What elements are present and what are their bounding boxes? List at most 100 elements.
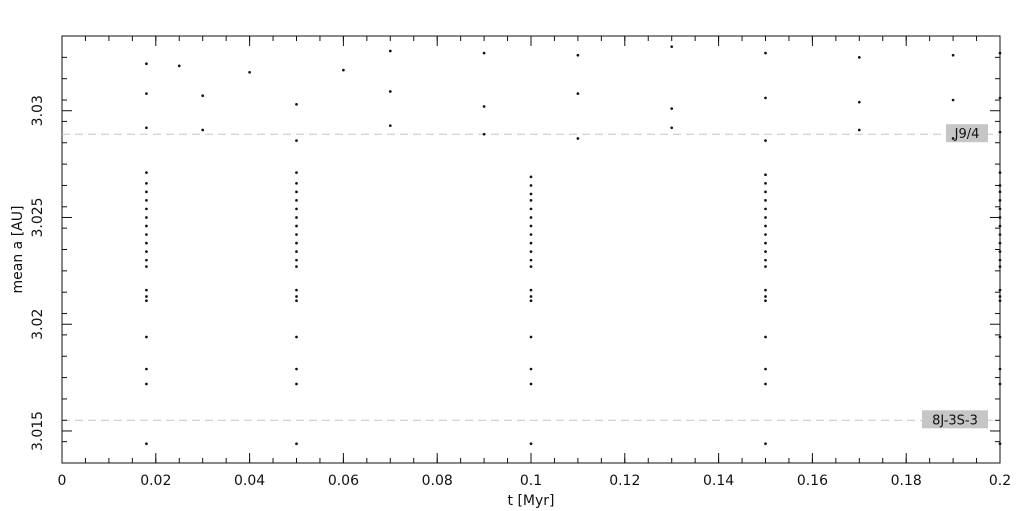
data-point <box>388 90 392 93</box>
data-point <box>295 224 298 228</box>
plot-frame <box>61 35 1001 464</box>
y-tick-label: 3.025 <box>30 197 46 237</box>
data-point <box>670 45 674 49</box>
data-point <box>529 258 533 262</box>
data-point <box>998 295 1002 298</box>
data-point <box>764 265 767 268</box>
data-point <box>482 132 486 136</box>
data-point <box>145 250 148 253</box>
data-point <box>295 207 298 211</box>
data-point <box>145 126 148 130</box>
data-point <box>998 382 1002 386</box>
data-point <box>764 295 767 298</box>
data-point <box>388 124 392 128</box>
data-point <box>295 288 298 292</box>
data-point <box>764 173 767 177</box>
data-point <box>295 199 298 202</box>
x-axis-label: t [Myr] <box>508 493 555 509</box>
data-point <box>764 139 767 142</box>
data-point <box>295 295 298 298</box>
data-point <box>998 51 1002 55</box>
x-axis-ticks: 0 0.02 0.04 0.06 0.08 0.1 0.12 0.14 0.16 0.18 0.2 <box>58 36 1011 489</box>
data-point <box>529 233 533 236</box>
x-tick-label: 0.2 <box>989 473 1011 489</box>
data-point <box>998 190 1002 194</box>
data-point <box>295 102 298 106</box>
data-point <box>764 258 767 262</box>
data-point <box>295 171 298 174</box>
data-point <box>764 181 767 185</box>
data-point <box>295 190 298 194</box>
data-point <box>201 128 205 132</box>
data-point <box>576 137 580 140</box>
data-point <box>295 258 298 262</box>
data-point <box>576 53 580 57</box>
data-point <box>670 126 674 130</box>
data-point <box>295 216 298 219</box>
data-point <box>764 224 767 228</box>
data-point <box>145 258 148 262</box>
data-point <box>177 64 181 68</box>
data-point <box>295 181 298 185</box>
data-point <box>529 199 533 202</box>
data-point <box>764 241 767 245</box>
x-tick-label: 0.02 <box>140 473 171 489</box>
data-point <box>295 241 298 245</box>
y-tick-label: 3.03 <box>30 95 46 126</box>
x-tick-label: 0.1 <box>520 473 542 489</box>
data-point <box>998 233 1002 236</box>
data-point <box>998 96 1002 100</box>
data-point <box>764 216 767 219</box>
data-point <box>145 181 148 185</box>
data-point <box>145 207 148 211</box>
x-tick-label: 0.04 <box>234 473 265 489</box>
data-point <box>145 233 148 236</box>
data-point <box>482 105 486 108</box>
data-point <box>529 382 533 386</box>
data-points <box>145 45 1002 446</box>
x-tick-label: 0 <box>58 473 67 489</box>
y-tick-label: 3.02 <box>30 309 46 340</box>
data-point <box>529 216 533 219</box>
data-point <box>857 56 861 59</box>
data-point <box>998 171 1002 174</box>
data-point <box>998 224 1002 228</box>
data-point <box>764 442 767 446</box>
data-point <box>764 199 767 202</box>
resonance-label: 8J-3S-3 <box>932 413 978 428</box>
data-point <box>145 299 148 303</box>
y-axis-label: mean a [AU] <box>10 206 26 294</box>
data-point <box>295 250 298 253</box>
data-point <box>529 288 533 292</box>
data-point <box>998 442 1002 446</box>
data-point <box>529 184 533 187</box>
data-point <box>670 107 674 110</box>
data-point <box>529 442 533 446</box>
data-point <box>951 98 955 102</box>
data-point <box>145 288 148 292</box>
data-point <box>857 100 861 104</box>
data-point <box>764 190 767 194</box>
data-point <box>529 367 533 371</box>
data-point <box>145 199 148 202</box>
resonance-label-box <box>922 410 988 429</box>
data-point <box>145 382 148 386</box>
data-point <box>145 224 148 228</box>
data-point <box>145 265 148 268</box>
data-point <box>764 250 767 253</box>
data-point <box>998 241 1002 245</box>
data-point <box>529 207 533 211</box>
data-point <box>145 367 148 371</box>
data-point <box>145 190 148 194</box>
data-point <box>998 207 1002 211</box>
data-point <box>998 367 1002 371</box>
data-point <box>998 265 1002 268</box>
x-tick-label: 0.16 <box>797 473 828 489</box>
x-tick-label: 0.06 <box>328 473 359 489</box>
data-point <box>295 299 298 303</box>
resonance-lines: J9/4 8J-3S-3 <box>62 124 1000 429</box>
data-point <box>529 224 533 228</box>
x-tick-label: 0.08 <box>422 473 453 489</box>
data-point <box>529 241 533 245</box>
